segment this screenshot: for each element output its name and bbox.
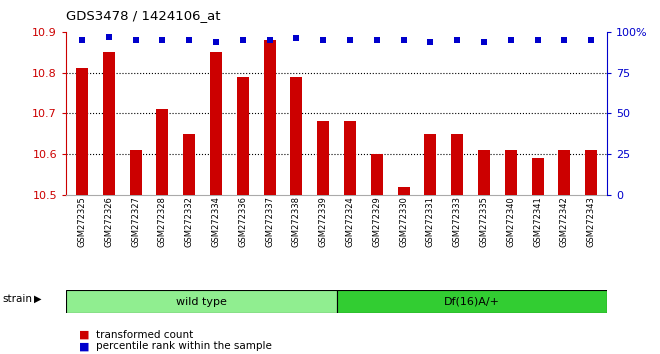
Bar [531, 158, 544, 195]
Text: GSM272341: GSM272341 [533, 196, 542, 247]
Bar [263, 40, 276, 195]
Bar [290, 77, 302, 195]
Bar [451, 133, 463, 195]
Bar [317, 121, 329, 195]
Text: GSM272330: GSM272330 [399, 196, 408, 247]
Bar [478, 150, 490, 195]
Text: wild type: wild type [176, 297, 227, 307]
Bar [156, 109, 168, 195]
Bar [424, 133, 436, 195]
Text: GSM272339: GSM272339 [319, 196, 328, 247]
Text: GSM272335: GSM272335 [479, 196, 488, 247]
Text: percentile rank within the sample: percentile rank within the sample [96, 341, 271, 351]
Bar [337, 290, 607, 313]
Bar [103, 52, 115, 195]
Bar [344, 121, 356, 195]
Bar [371, 154, 383, 195]
Bar [76, 68, 88, 195]
Text: GSM272342: GSM272342 [560, 196, 569, 247]
Text: GSM272336: GSM272336 [238, 196, 248, 247]
Bar [210, 52, 222, 195]
Text: GSM272343: GSM272343 [587, 196, 595, 247]
Bar [183, 133, 195, 195]
Bar [397, 187, 410, 195]
Text: GDS3478 / 1424106_at: GDS3478 / 1424106_at [66, 9, 220, 22]
Text: GSM272337: GSM272337 [265, 196, 274, 247]
Bar [129, 150, 142, 195]
Text: GSM272324: GSM272324 [345, 196, 354, 247]
Bar [505, 150, 517, 195]
Bar [558, 150, 570, 195]
Text: GSM272332: GSM272332 [185, 196, 194, 247]
Text: ■: ■ [79, 341, 90, 351]
Text: GSM272338: GSM272338 [292, 196, 301, 247]
Text: GSM272333: GSM272333 [453, 196, 461, 247]
Text: ▶: ▶ [34, 294, 42, 304]
Text: GSM272328: GSM272328 [158, 196, 167, 247]
Text: GSM272327: GSM272327 [131, 196, 140, 247]
Text: transformed count: transformed count [96, 330, 193, 339]
Text: Df(16)A/+: Df(16)A/+ [444, 297, 500, 307]
Text: ■: ■ [79, 330, 90, 339]
Bar [585, 150, 597, 195]
Text: GSM272331: GSM272331 [426, 196, 435, 247]
Text: GSM272325: GSM272325 [78, 196, 86, 247]
Text: GSM272329: GSM272329 [372, 196, 381, 247]
Text: GSM272326: GSM272326 [104, 196, 114, 247]
Bar [66, 290, 337, 313]
Text: strain: strain [2, 294, 32, 304]
Bar [237, 77, 249, 195]
Text: GSM272340: GSM272340 [506, 196, 515, 247]
Text: GSM272334: GSM272334 [212, 196, 220, 247]
